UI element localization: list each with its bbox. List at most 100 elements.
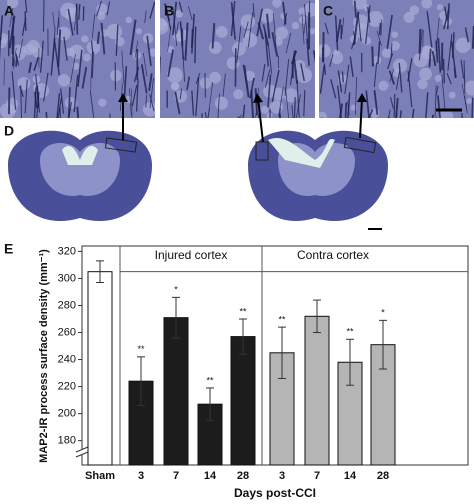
process: [295, 94, 301, 118]
cell: [125, 16, 132, 24]
process: [73, 74, 79, 113]
process: [329, 54, 334, 67]
y-tick-label: 320: [58, 245, 76, 257]
process: [349, 56, 354, 77]
process: [133, 66, 140, 83]
process: [0, 15, 4, 41]
panel-label: A: [4, 3, 14, 19]
cell: [378, 80, 389, 91]
process: [357, 14, 362, 42]
cell: [81, 35, 89, 43]
cell: [26, 40, 40, 53]
process: [300, 63, 305, 82]
cell: [367, 11, 384, 27]
cell: [97, 11, 106, 21]
cell: [372, 55, 382, 65]
process: [347, 92, 351, 118]
significance-label: **: [346, 327, 354, 337]
micrograph: [319, 0, 474, 118]
process: [174, 91, 181, 115]
process: [106, 1, 111, 16]
process: [373, 62, 378, 88]
cell: [244, 70, 255, 81]
process: [129, 19, 137, 56]
cell: [208, 41, 222, 54]
process: [56, 17, 60, 36]
process: [178, 1, 183, 13]
group-label: Injured cortex: [155, 248, 228, 262]
cell: [98, 98, 107, 107]
process: [291, 104, 294, 118]
bar-chart: 180 200 220 240 260 280 300 320 Injured cortex Co…: [38, 245, 469, 500]
process: [186, 76, 191, 90]
process: [442, 58, 445, 84]
significance-label: **: [206, 375, 214, 385]
process: [81, 66, 88, 89]
process: [377, 41, 381, 65]
process: [96, 31, 100, 45]
process: [89, 90, 95, 118]
axis-break-mark: [75, 451, 89, 458]
process: [431, 50, 437, 67]
process: [265, 69, 271, 88]
x-tick-label: Sham: [85, 470, 115, 482]
process: [463, 60, 466, 94]
process: [267, 41, 273, 74]
process: [75, 3, 79, 35]
cell: [10, 44, 27, 61]
cell: [175, 9, 184, 18]
process: [266, 13, 271, 39]
process: [243, 21, 249, 38]
process: [149, 1, 155, 19]
process: [144, 10, 147, 24]
process: [324, 22, 329, 35]
process: [464, 95, 468, 114]
cell: [275, 26, 289, 40]
cell: [106, 23, 123, 40]
process: [261, 64, 266, 82]
panel-label: B: [164, 3, 174, 19]
process: [399, 110, 403, 118]
process: [323, 63, 327, 76]
x-tick-label: 7: [314, 470, 320, 482]
process: [337, 70, 343, 93]
process: [145, 94, 148, 108]
cell: [272, 0, 282, 8]
cell: [391, 31, 399, 38]
process: [90, 51, 94, 79]
axis-break-mark: [75, 446, 89, 453]
cell: [8, 105, 17, 114]
process: [77, 4, 81, 20]
cell: [434, 74, 442, 82]
process: [187, 6, 193, 21]
y-tick-label: 240: [58, 353, 76, 365]
process: [96, 0, 102, 17]
process: [284, 59, 290, 96]
panel-label: D: [4, 123, 14, 139]
process: [56, 93, 61, 118]
process: [34, 91, 38, 109]
process: [437, 38, 442, 73]
process: [77, 49, 83, 87]
micrograph: [160, 0, 315, 118]
bar: [163, 317, 189, 466]
process: [19, 85, 24, 98]
cell: [319, 111, 327, 118]
process: [207, 107, 210, 118]
cell: [17, 76, 31, 90]
process: [271, 87, 276, 103]
x-tick-label: 3: [138, 470, 144, 482]
y-tick-label: 300: [58, 272, 76, 284]
process: [373, 90, 379, 115]
cell: [296, 67, 313, 84]
significance-label: **: [137, 344, 145, 354]
process: [243, 65, 250, 98]
process: [90, 40, 94, 54]
process: [428, 48, 432, 68]
process: [222, 73, 226, 97]
bar: [304, 315, 330, 466]
process: [33, 56, 40, 71]
process: [148, 73, 153, 91]
cell: [409, 5, 420, 15]
cell: [438, 109, 454, 118]
